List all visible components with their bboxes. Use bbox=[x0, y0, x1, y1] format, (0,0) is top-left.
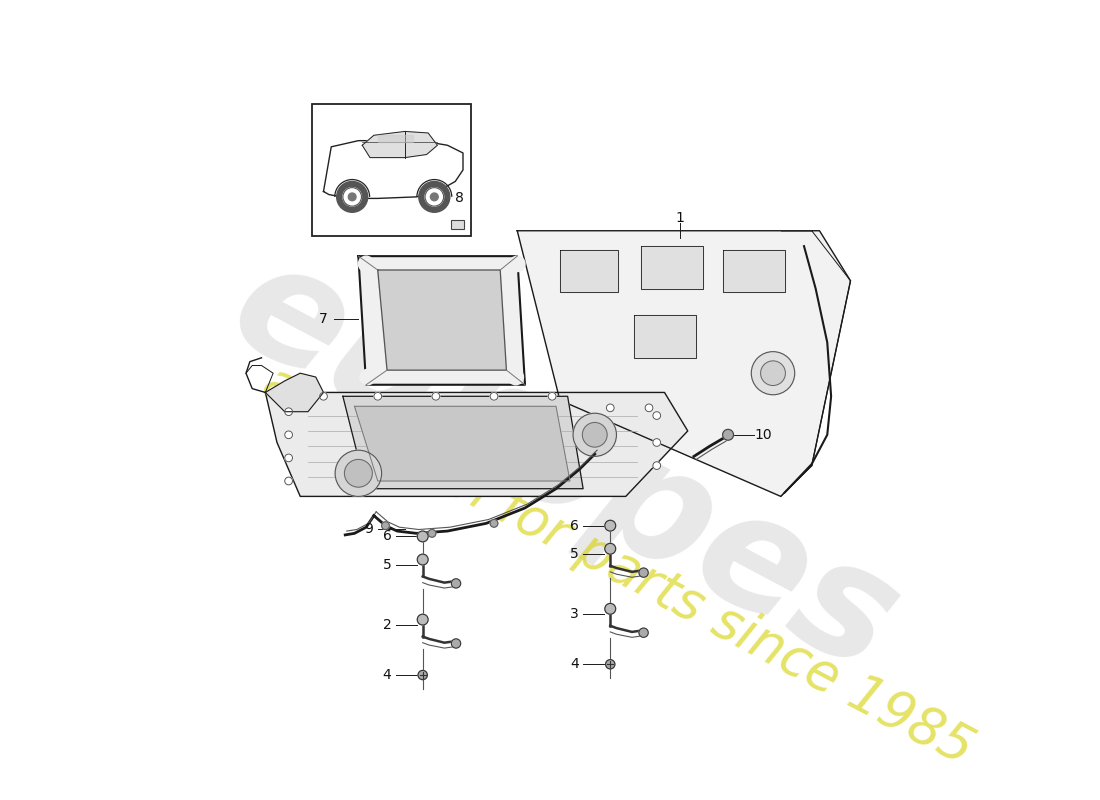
Polygon shape bbox=[723, 250, 784, 292]
Text: 6: 6 bbox=[383, 530, 392, 543]
Circle shape bbox=[606, 404, 614, 412]
Polygon shape bbox=[641, 246, 703, 289]
Circle shape bbox=[382, 522, 389, 530]
Circle shape bbox=[582, 422, 607, 447]
Circle shape bbox=[639, 628, 648, 638]
Polygon shape bbox=[265, 393, 688, 496]
Circle shape bbox=[337, 182, 367, 212]
Circle shape bbox=[451, 578, 461, 588]
Circle shape bbox=[359, 256, 374, 271]
Polygon shape bbox=[343, 396, 583, 489]
Text: 4: 4 bbox=[383, 668, 392, 682]
Polygon shape bbox=[359, 256, 525, 385]
Circle shape bbox=[653, 462, 661, 470]
Text: 7: 7 bbox=[319, 312, 328, 326]
Polygon shape bbox=[377, 270, 506, 370]
Text: 2: 2 bbox=[383, 618, 392, 632]
Circle shape bbox=[760, 361, 785, 386]
Circle shape bbox=[605, 543, 616, 554]
Circle shape bbox=[451, 639, 461, 648]
Circle shape bbox=[419, 182, 450, 212]
Circle shape bbox=[723, 430, 734, 440]
Circle shape bbox=[349, 193, 356, 201]
Text: europes: europes bbox=[206, 226, 922, 705]
Circle shape bbox=[285, 408, 293, 415]
Text: 4: 4 bbox=[570, 658, 579, 671]
Circle shape bbox=[374, 393, 382, 400]
Text: 5: 5 bbox=[383, 558, 392, 572]
Circle shape bbox=[605, 603, 616, 614]
Circle shape bbox=[605, 520, 616, 531]
Text: 3: 3 bbox=[570, 607, 579, 622]
Polygon shape bbox=[362, 131, 438, 158]
Text: 10: 10 bbox=[755, 428, 772, 442]
Circle shape bbox=[491, 393, 498, 400]
Circle shape bbox=[645, 404, 653, 412]
Circle shape bbox=[606, 660, 615, 669]
Circle shape bbox=[418, 670, 427, 680]
Text: 1: 1 bbox=[675, 210, 684, 225]
Circle shape bbox=[285, 477, 293, 485]
Polygon shape bbox=[560, 250, 618, 292]
Circle shape bbox=[508, 370, 524, 385]
Circle shape bbox=[430, 193, 438, 201]
Circle shape bbox=[320, 393, 328, 400]
Bar bbox=[312, 104, 471, 236]
Circle shape bbox=[417, 554, 428, 565]
Polygon shape bbox=[354, 406, 570, 481]
Text: 8: 8 bbox=[454, 190, 463, 205]
Circle shape bbox=[751, 352, 794, 394]
Polygon shape bbox=[517, 230, 850, 496]
Circle shape bbox=[548, 393, 556, 400]
Circle shape bbox=[360, 370, 375, 385]
Circle shape bbox=[653, 412, 661, 419]
Text: 6: 6 bbox=[570, 518, 579, 533]
Circle shape bbox=[432, 393, 440, 400]
Polygon shape bbox=[265, 373, 323, 412]
Circle shape bbox=[509, 256, 525, 271]
Circle shape bbox=[428, 530, 436, 538]
Text: 5: 5 bbox=[570, 547, 579, 561]
Polygon shape bbox=[323, 141, 463, 198]
Circle shape bbox=[653, 438, 661, 446]
Circle shape bbox=[336, 450, 382, 496]
Circle shape bbox=[425, 188, 443, 206]
Polygon shape bbox=[377, 135, 412, 142]
Circle shape bbox=[573, 414, 616, 456]
Text: 9: 9 bbox=[364, 522, 373, 536]
Circle shape bbox=[417, 531, 428, 542]
Circle shape bbox=[639, 568, 648, 578]
Circle shape bbox=[491, 519, 498, 527]
Circle shape bbox=[343, 188, 362, 206]
Circle shape bbox=[344, 459, 372, 487]
Circle shape bbox=[417, 614, 428, 625]
Bar bbox=[451, 220, 464, 230]
Circle shape bbox=[285, 454, 293, 462]
Polygon shape bbox=[634, 315, 695, 358]
Circle shape bbox=[285, 431, 293, 438]
Text: a passion for parts since 1985: a passion for parts since 1985 bbox=[254, 356, 982, 776]
